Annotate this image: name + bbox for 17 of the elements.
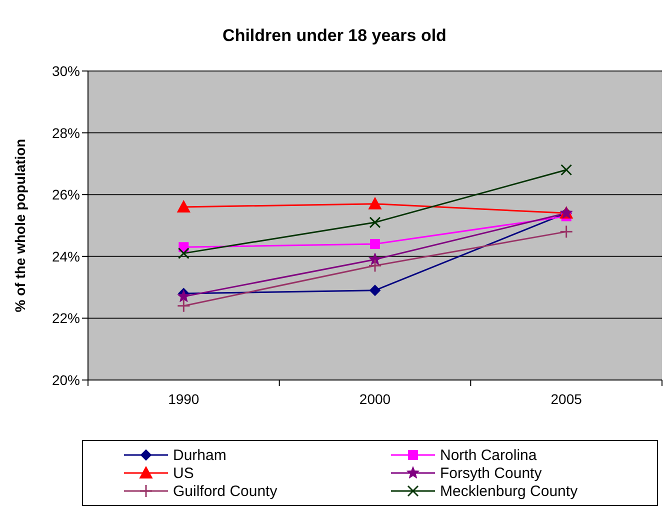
y-tick-label: 30%: [52, 62, 80, 79]
chart-title: Children under 18 years old: [222, 26, 446, 45]
y-tick-label: 26%: [52, 186, 80, 203]
x-tick-label: 2005: [550, 391, 582, 407]
y-tick-label: 24%: [52, 248, 80, 264]
x-tick-label: 1990: [168, 391, 200, 407]
legend-label: Mecklenburg County: [440, 482, 578, 500]
y-tick-label: 20%: [52, 372, 80, 388]
x-tick-label: 2000: [359, 391, 391, 407]
legend-label: Durham: [173, 446, 226, 464]
y-tick-label: 22%: [52, 310, 80, 326]
y-tick-label: 28%: [52, 124, 80, 141]
y-axis-title: % of the whole population: [12, 138, 28, 312]
legend-label: US: [173, 464, 194, 482]
legend-label: Guilford County: [173, 482, 278, 500]
legend-label: Forsyth County: [440, 464, 542, 482]
legend-label: North Carolina: [440, 446, 537, 464]
